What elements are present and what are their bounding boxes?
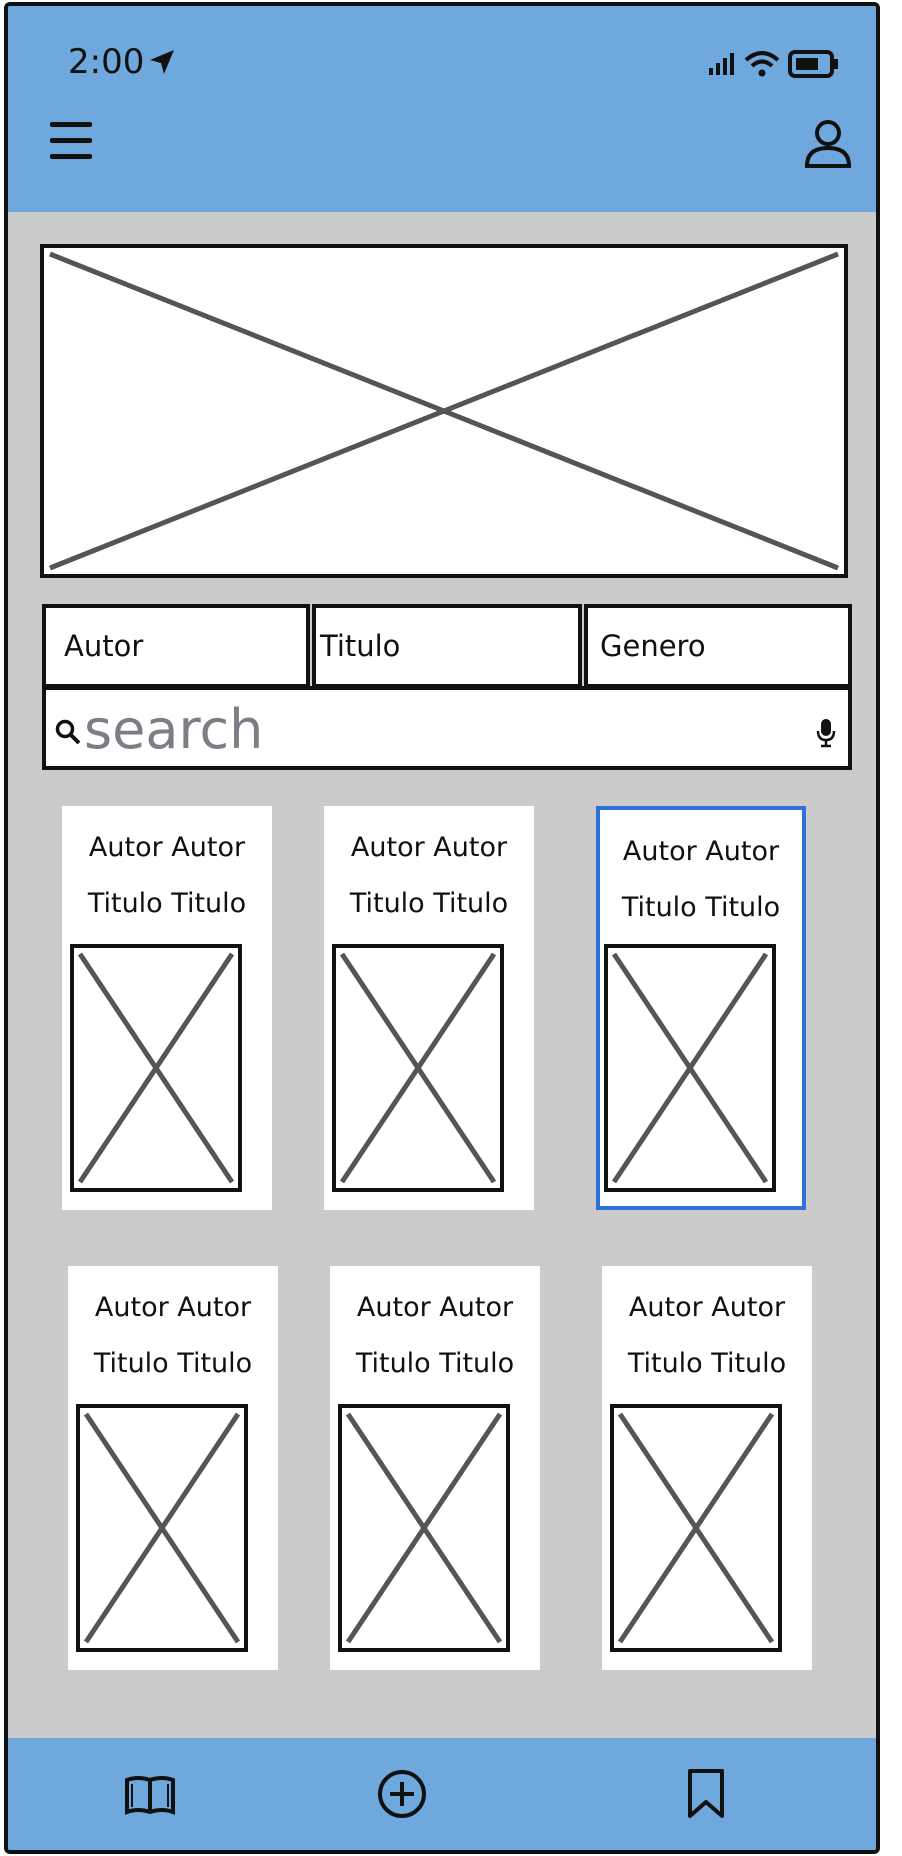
filter-tab-genre[interactable]: Genero <box>584 604 852 688</box>
image-placeholder-icon <box>336 948 500 1188</box>
bookmark-icon[interactable] <box>686 1768 726 1820</box>
image-placeholder-icon <box>614 1408 778 1648</box>
user-icon[interactable] <box>804 118 852 170</box>
add-circle-icon[interactable] <box>376 1768 428 1820</box>
hero-image-placeholder <box>40 244 848 578</box>
book-card[interactable]: Autor Autor Titulo Titulo <box>602 1266 812 1670</box>
book-icon[interactable] <box>124 1774 176 1816</box>
book-card[interactable]: Autor Autor Titulo Titulo <box>68 1266 278 1670</box>
wifi-icon <box>744 50 780 78</box>
top-app-bar: 2:00 <box>8 6 876 212</box>
book-title: Titulo Titulo <box>68 1348 278 1379</box>
book-card-selected[interactable]: Autor Autor Titulo Titulo <box>596 806 806 1210</box>
image-placeholder-icon <box>44 248 844 574</box>
book-card[interactable]: Autor Autor Titulo Titulo <box>62 806 272 1210</box>
status-time: 2:00 <box>68 42 144 82</box>
image-placeholder-icon <box>74 948 238 1188</box>
book-cover-placeholder <box>604 944 776 1192</box>
book-cover-placeholder <box>76 1404 248 1652</box>
search-bar[interactable] <box>42 686 852 770</box>
image-placeholder-icon <box>80 1408 244 1648</box>
book-card[interactable]: Autor Autor Titulo Titulo <box>324 806 534 1210</box>
book-title: Titulo Titulo <box>330 1348 540 1379</box>
battery-icon <box>788 50 840 80</box>
book-card[interactable]: Autor Autor Titulo Titulo <box>330 1266 540 1670</box>
book-author: Autor Autor <box>68 1292 278 1323</box>
book-cover-placeholder <box>610 1404 782 1652</box>
image-placeholder-icon <box>342 1408 506 1648</box>
book-title: Titulo Titulo <box>600 892 802 923</box>
location-arrow-icon <box>148 48 176 76</box>
book-author: Autor Autor <box>330 1292 540 1323</box>
book-author: Autor Autor <box>62 832 272 863</box>
book-title: Titulo Titulo <box>602 1348 812 1379</box>
book-cover-placeholder <box>332 944 504 1192</box>
phone-frame: 2:00 <box>4 2 880 1854</box>
book-author: Autor Autor <box>602 1292 812 1323</box>
signal-icon <box>708 52 738 76</box>
book-title: Titulo Titulo <box>324 888 534 919</box>
image-placeholder-icon <box>608 948 772 1188</box>
filter-tab-title[interactable]: Titulo <box>312 604 582 688</box>
search-icon <box>54 718 82 746</box>
book-author: Autor Autor <box>324 832 534 863</box>
book-author: Autor Autor <box>600 836 802 867</box>
book-cover-placeholder <box>338 1404 510 1652</box>
menu-icon[interactable] <box>48 120 94 162</box>
search-input[interactable] <box>84 694 804 764</box>
microphone-icon[interactable] <box>816 718 836 748</box>
bottom-nav-bar <box>8 1738 876 1850</box>
book-title: Titulo Titulo <box>62 888 272 919</box>
filter-tab-author[interactable]: Autor <box>42 604 310 688</box>
book-cover-placeholder <box>70 944 242 1192</box>
